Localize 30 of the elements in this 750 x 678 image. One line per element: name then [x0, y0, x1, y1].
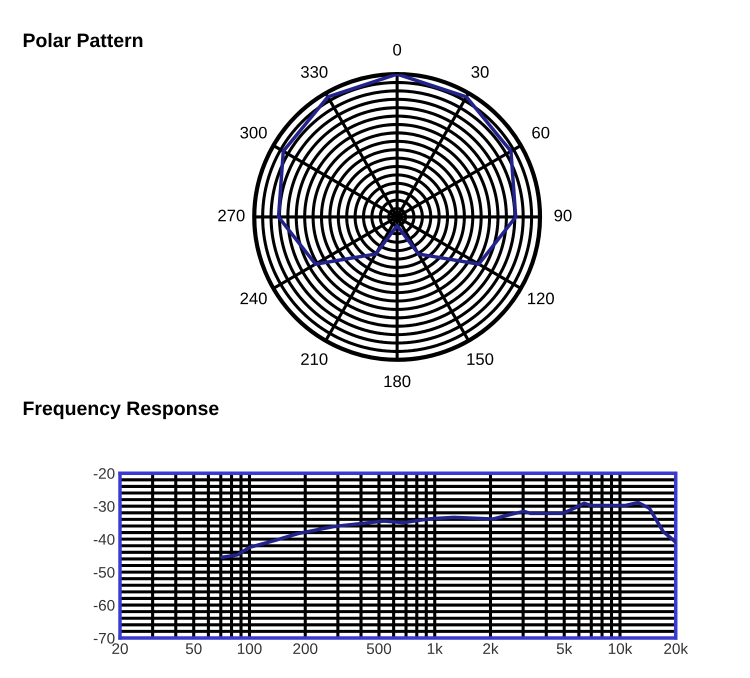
y-tick-label: -20	[94, 468, 115, 479]
spoke-label: 30	[471, 66, 489, 78]
x-tick-label: 10k	[608, 642, 632, 654]
y-tick-label: -40	[94, 534, 115, 545]
spoke-label: 90	[554, 210, 572, 222]
spoke-label: 300	[240, 126, 267, 139]
spoke-label: 120	[528, 292, 554, 304]
spoke-label: 270	[218, 210, 245, 222]
x-tick-label: 100	[238, 643, 262, 654]
x-tick-label: 50	[186, 643, 202, 654]
x-tick-label: 200	[293, 643, 318, 654]
chart-title: Polar Pattern	[24, 32, 142, 48]
y-tick-label: -60	[94, 600, 115, 611]
spoke-label: 210	[301, 353, 328, 366]
x-tick-label: 5k	[556, 642, 572, 654]
y-tick-label: -50	[94, 566, 115, 578]
spoke-label: 330	[300, 66, 328, 78]
y-tick-label: -70	[94, 632, 115, 644]
x-tick-label: 20	[112, 643, 128, 654]
x-tick-label: 500	[366, 643, 392, 654]
x-tick-label: 1k	[428, 642, 443, 654]
spoke-label: 60	[532, 126, 550, 139]
x-tick-label: 2k	[483, 642, 499, 654]
spoke-label: 0	[393, 44, 402, 56]
chart-title: Frequency Response	[24, 402, 219, 420]
spoke-label: 150	[467, 353, 494, 366]
x-tick-label: 20k	[664, 642, 688, 654]
spoke-label: 240	[240, 292, 267, 304]
spoke-label: 180	[384, 375, 410, 388]
y-tick-label: -30	[94, 501, 115, 512]
